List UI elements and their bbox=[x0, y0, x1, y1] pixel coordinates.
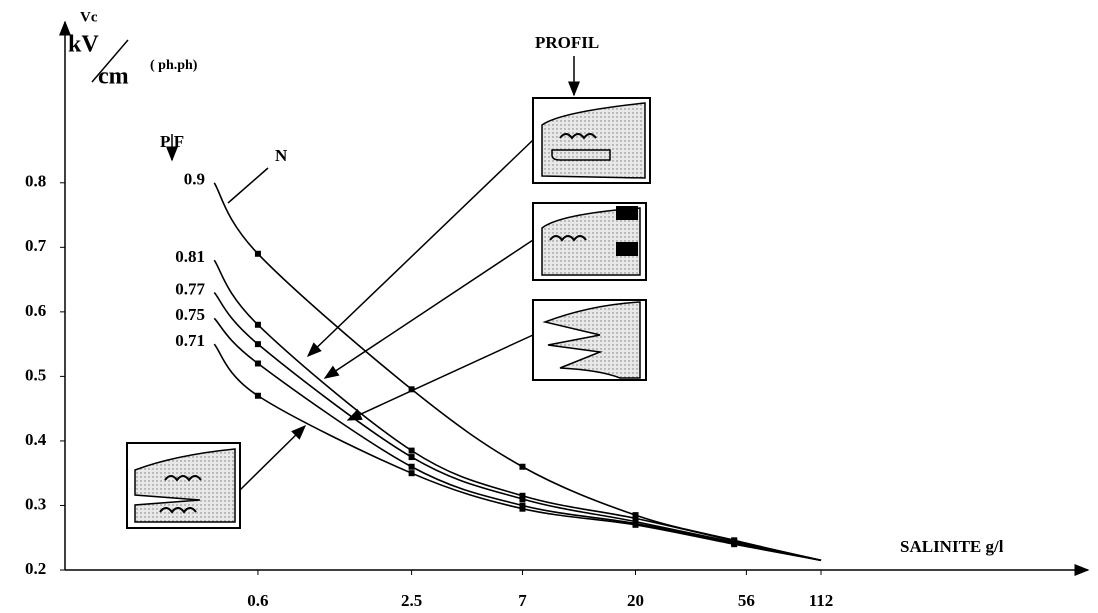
x-tick-label: 7 bbox=[518, 591, 527, 610]
profile-2 bbox=[532, 202, 647, 281]
point bbox=[519, 505, 526, 512]
y-tick-label: 0.6 bbox=[25, 301, 46, 320]
y-label-unit: cm bbox=[98, 64, 129, 90]
x-tick-label: 112 bbox=[809, 591, 834, 610]
series-label: 0.77 bbox=[175, 279, 205, 298]
point bbox=[254, 321, 261, 328]
unit-slash bbox=[91, 39, 129, 83]
y-label-unit: kV bbox=[68, 32, 99, 58]
series-label: 0.71 bbox=[175, 331, 205, 350]
annotation: PROFIL bbox=[535, 33, 599, 52]
y-tick-label: 0.7 bbox=[25, 236, 47, 255]
x-tick-label: 20 bbox=[627, 591, 644, 610]
x-tick-label: 2.5 bbox=[401, 591, 422, 610]
series-line bbox=[213, 317, 822, 562]
y-tick-label: 0.5 bbox=[25, 365, 46, 384]
point bbox=[731, 541, 738, 548]
point bbox=[408, 454, 415, 461]
profile-1 bbox=[532, 97, 651, 184]
arrow bbox=[346, 334, 534, 421]
point bbox=[519, 502, 526, 509]
series-label: 0.81 bbox=[175, 247, 205, 266]
x-label: SALINITE g/l bbox=[900, 537, 1004, 556]
point bbox=[632, 512, 639, 519]
point bbox=[408, 470, 415, 477]
point bbox=[632, 515, 639, 522]
point bbox=[408, 463, 415, 470]
y-label-note: ( ph.ph) bbox=[150, 58, 198, 73]
y-tick-label: 0.4 bbox=[25, 430, 47, 449]
annotation: N bbox=[275, 146, 288, 165]
point bbox=[254, 341, 261, 348]
arrow bbox=[306, 139, 534, 358]
point bbox=[408, 386, 415, 393]
profile-4 bbox=[126, 442, 241, 529]
y-label: Vc bbox=[80, 9, 98, 25]
series-line bbox=[213, 259, 822, 562]
profile-3 bbox=[532, 299, 647, 381]
point bbox=[519, 492, 526, 499]
arrow bbox=[323, 239, 534, 379]
point bbox=[519, 463, 526, 470]
series-line bbox=[213, 343, 822, 562]
series-label: 0.75 bbox=[175, 305, 205, 324]
point bbox=[519, 496, 526, 503]
point bbox=[408, 447, 415, 454]
x-tick-label: 56 bbox=[738, 591, 755, 610]
point bbox=[632, 521, 639, 528]
leader bbox=[227, 167, 269, 204]
point bbox=[254, 360, 261, 367]
point bbox=[254, 392, 261, 399]
point bbox=[254, 250, 261, 257]
series-label: 0.9 bbox=[184, 170, 205, 189]
arrow bbox=[239, 424, 307, 491]
y-tick-label: 0.8 bbox=[25, 172, 46, 191]
x-tick-label: 0.6 bbox=[247, 591, 268, 610]
y-tick-label: 0.3 bbox=[25, 494, 46, 513]
y-tick-label: 0.2 bbox=[25, 559, 46, 578]
